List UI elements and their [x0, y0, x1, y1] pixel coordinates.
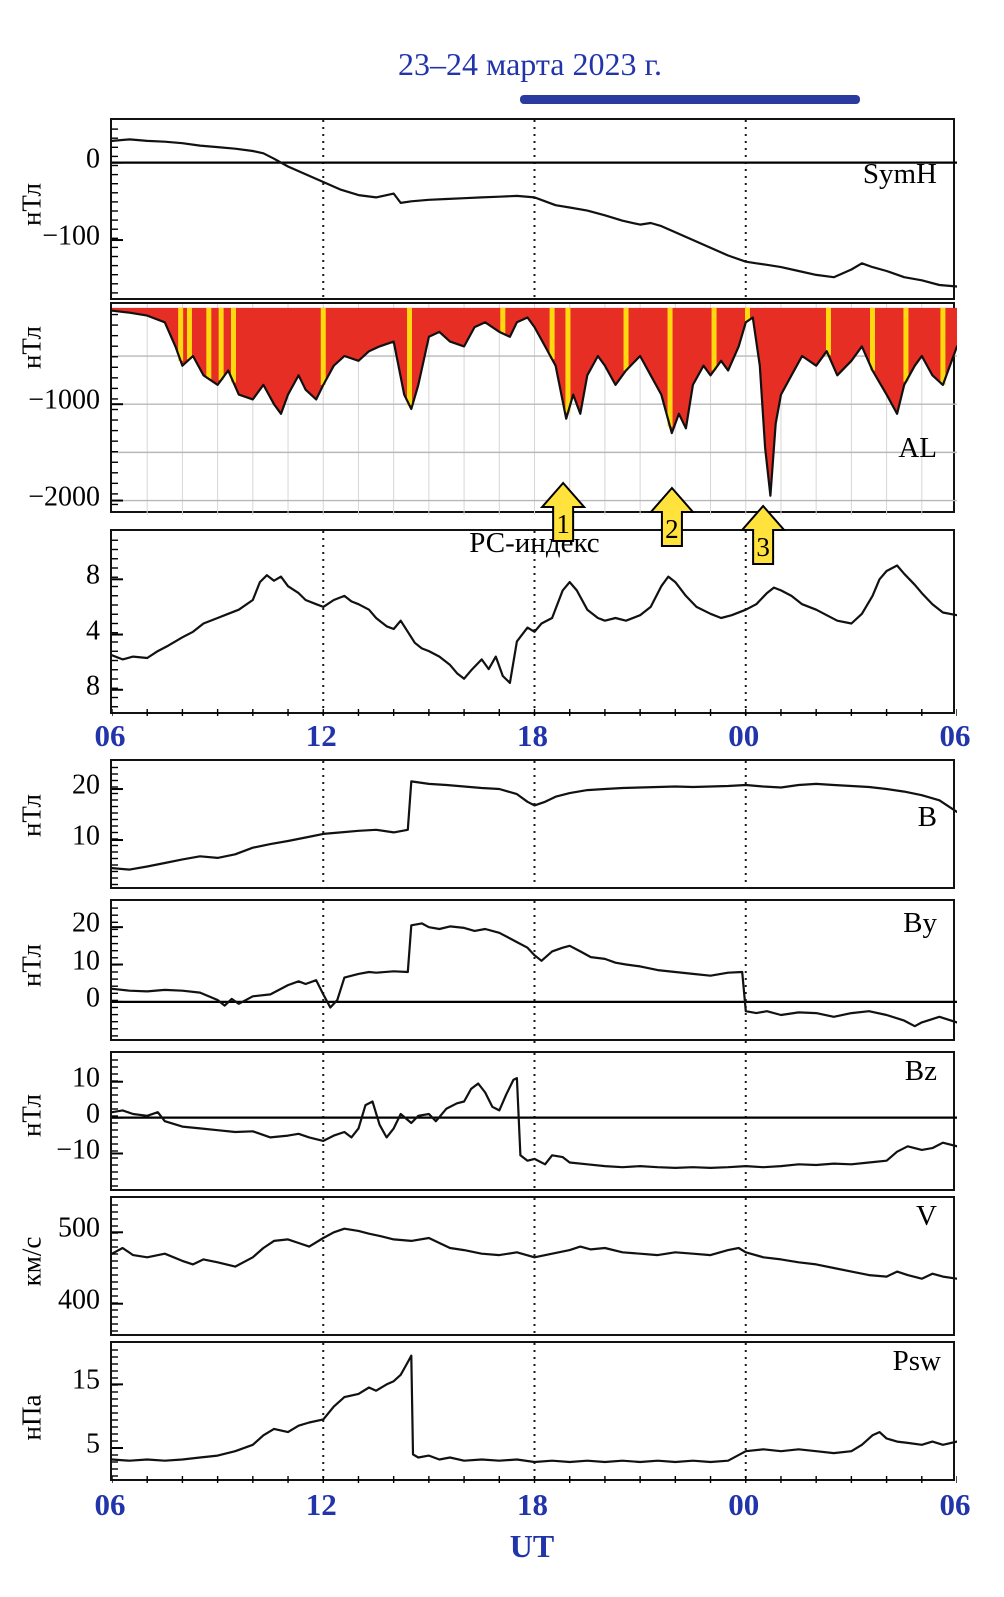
panel-pc-plot	[112, 531, 957, 716]
ytick-v-0: 500	[58, 1212, 100, 1244]
ytick-pc-0: 8	[86, 559, 100, 591]
ytick-bz-0: 10	[72, 1062, 100, 1094]
panel-by-plot	[112, 901, 957, 1043]
panel-v: V	[110, 1196, 957, 1338]
unit-label-v: км/с	[16, 1236, 47, 1287]
interval-highlight-bar	[520, 95, 860, 104]
xtick-bottom-0: 06	[94, 1487, 126, 1522]
panel-al-plot	[112, 304, 957, 515]
unit-label-b: нТл	[16, 793, 47, 838]
ytick-by-0: 20	[72, 907, 100, 939]
panel-v-plot	[112, 1198, 957, 1338]
unit-label-al: нТл	[16, 325, 47, 370]
xtick-bottom-1: 12	[305, 1487, 337, 1522]
xtick-mid-2: 18	[517, 718, 548, 753]
xtick-mid-4: 06	[939, 718, 971, 753]
panel-label-bz: Bz	[904, 1055, 937, 1087]
ytick-psw-1: 5	[86, 1428, 100, 1460]
panel-label-pc: РС-индекс	[469, 527, 600, 559]
ytick-pc-1: 4	[86, 614, 100, 646]
ytick-symh-1: −100	[42, 220, 100, 252]
ytick-b-0: 20	[72, 769, 100, 801]
panel-bz: Bz	[110, 1051, 957, 1193]
xtick-mid-3: 00	[728, 718, 760, 753]
panel-pc: РС-индекс	[110, 527, 957, 716]
panel-label-v: V	[916, 1200, 937, 1232]
ytick-psw-0: 15	[72, 1364, 100, 1396]
panel-symh: SymH	[110, 118, 957, 302]
ytick-bz-1: 0	[86, 1098, 100, 1130]
panel-al: AL	[110, 302, 957, 515]
panel-b: B	[110, 759, 957, 891]
ytick-b-1: 10	[72, 820, 100, 852]
panel-symh-plot	[112, 120, 957, 302]
ytick-v-1: 400	[58, 1284, 100, 1316]
panel-label-by: By	[903, 907, 937, 939]
unit-label-bz: нТл	[16, 1093, 47, 1138]
panel-label-b: B	[917, 801, 937, 833]
unit-label-by: нТл	[16, 943, 47, 988]
ytick-by-1: 10	[72, 944, 100, 976]
xtick-mid-1: 12	[305, 718, 337, 753]
xtick-bottom-4: 06	[939, 1487, 971, 1522]
panel-label-al: AL	[898, 432, 937, 464]
ytick-al-1: −2000	[28, 480, 100, 512]
panel-psw-plot	[112, 1343, 957, 1483]
ytick-al-0: −1000	[28, 384, 100, 416]
ytick-symh-0: 0	[86, 142, 100, 174]
figure-title: 23–24 марта 2023 г.	[398, 46, 662, 82]
ytick-pc-2: 8	[86, 670, 100, 702]
panel-label-psw: Psw	[892, 1345, 941, 1377]
panel-bz-plot	[112, 1053, 957, 1193]
ytick-bz-2: −10	[56, 1133, 100, 1165]
panel-psw: Psw	[110, 1341, 957, 1483]
panel-b-plot	[112, 761, 957, 891]
xtick-bottom-2: 18	[517, 1487, 548, 1522]
panel-label-symh: SymH	[862, 158, 937, 190]
panel-by: By	[110, 899, 957, 1043]
ytick-by-2: 0	[86, 982, 100, 1014]
x-axis-title: UT	[509, 1528, 555, 1564]
xtick-mid-0: 06	[94, 718, 126, 753]
unit-label-psw: нПа	[16, 1394, 47, 1441]
unit-label-symh: нТл	[16, 182, 47, 227]
xtick-bottom-3: 00	[728, 1487, 760, 1522]
